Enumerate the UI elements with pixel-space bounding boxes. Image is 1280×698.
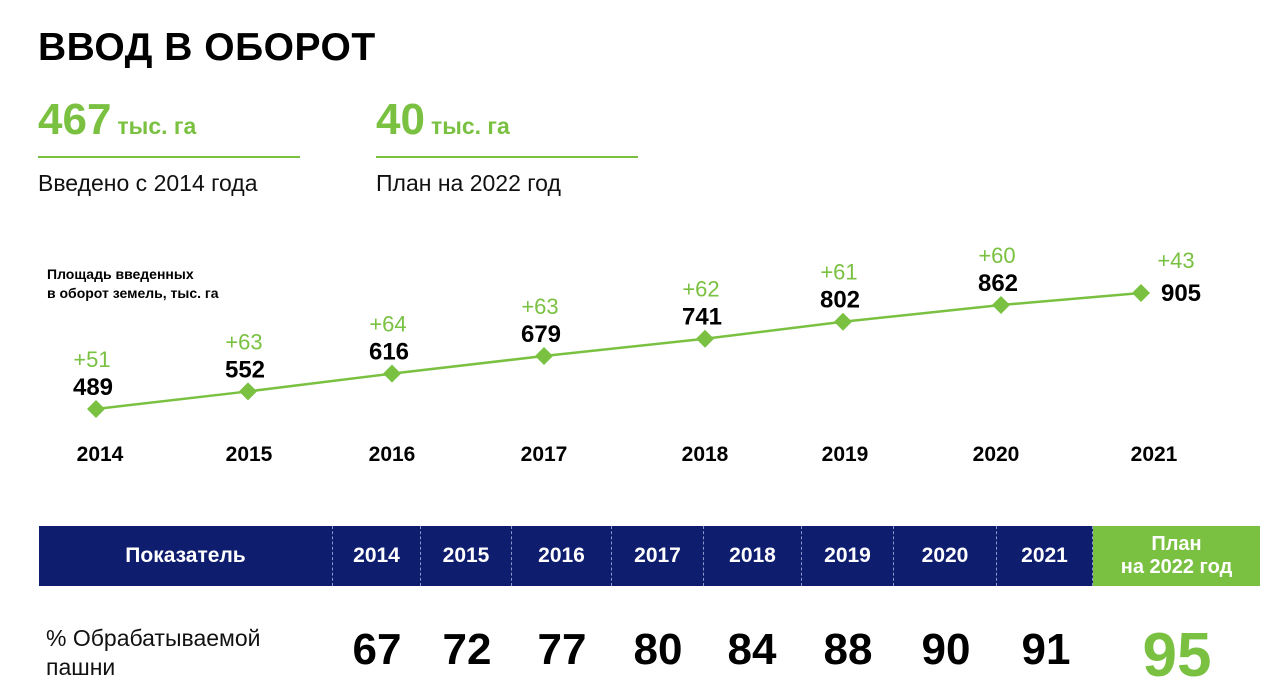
table-cell: 90 <box>921 625 971 674</box>
header-year: 2020 <box>894 526 997 586</box>
kpi-label: Введено с 2014 года <box>38 170 258 196</box>
chart-axis-label: Площадь введенных в оборот земель, тыс. … <box>47 266 219 301</box>
header-year: 2021 <box>997 526 1093 586</box>
series-line <box>95 291 1142 411</box>
kpi-label: План на 2022 год <box>376 170 561 196</box>
data-point <box>87 400 105 418</box>
x-tick-label: 2015 <box>226 443 273 466</box>
x-tick-label: 2020 <box>973 443 1020 466</box>
table-cell: 91 <box>1021 625 1071 674</box>
data-label: 905 <box>1161 280 1201 307</box>
x-tick-label: 2019 <box>822 443 869 466</box>
increment-label: +60 <box>978 243 1015 268</box>
kpi-divider <box>38 156 300 158</box>
table-cell: 84 <box>727 625 777 674</box>
table-cell: 67 <box>352 625 402 674</box>
kpi-divider <box>376 156 638 158</box>
table-cell: 77 <box>537 625 587 674</box>
header-plan: План на 2022 год <box>1093 526 1260 586</box>
table-header: Показатель 2014 2015 2016 2017 2018 2019… <box>39 526 1260 586</box>
row-label: % Обрабатываемой пашни <box>46 625 261 680</box>
increment-label: +61 <box>820 260 857 285</box>
x-tick-label: 2018 <box>682 443 729 466</box>
data-point <box>834 312 852 331</box>
increment-label: +51 <box>73 347 110 372</box>
data-label: 802 <box>820 287 860 314</box>
header-year: 2016 <box>512 526 612 586</box>
increment-label: +62 <box>682 277 719 302</box>
kpi-unit: тыс. га <box>430 113 510 139</box>
header-indicator: Показатель <box>39 526 333 586</box>
data-point <box>992 295 1010 314</box>
kpi-introduced-total: 467 тыс. га Введено с 2014 года <box>38 98 300 197</box>
data-point <box>535 347 553 366</box>
data-point <box>1132 284 1150 302</box>
table-cell: 80 <box>633 625 683 674</box>
table-cell: 72 <box>442 625 492 674</box>
kpi-value: 40 <box>376 95 425 144</box>
table-cell: 88 <box>823 625 873 674</box>
data-point <box>696 329 714 348</box>
header-year: 2017 <box>612 526 704 586</box>
increment-label: +64 <box>369 312 406 337</box>
table-cell-plan: 95 <box>1142 621 1212 690</box>
data-label: 616 <box>369 339 409 366</box>
page-title: ВВОД В ОБОРОТ <box>38 26 376 69</box>
kpi-unit: тыс. га <box>117 113 197 139</box>
x-tick-label: 2021 <box>1131 443 1178 466</box>
x-tick-label: 2016 <box>369 443 416 466</box>
data-label: 552 <box>225 356 265 383</box>
header-year: 2014 <box>333 526 421 586</box>
x-tick-label: 2017 <box>521 443 568 466</box>
data-label: 489 <box>73 374 113 401</box>
data-label: 862 <box>978 270 1018 297</box>
line-chart: 489+51 552+63 616+64 679+63 741+62 802+61 862+… <box>73 243 1201 466</box>
increment-label: +43 <box>1157 248 1194 273</box>
data-label: 741 <box>682 304 722 331</box>
kpi-plan-2022: 40 тыс. га План на 2022 год <box>376 98 638 197</box>
header-year: 2015 <box>421 526 512 586</box>
header-year: 2019 <box>802 526 894 586</box>
header-year: 2018 <box>704 526 802 586</box>
data-point <box>239 382 257 401</box>
increment-label: +63 <box>225 329 262 354</box>
data-point <box>383 364 401 383</box>
data-label: 679 <box>521 321 561 348</box>
x-tick-label: 2014 <box>77 443 124 466</box>
kpi-value: 467 <box>38 95 112 144</box>
increment-label: +63 <box>521 294 558 319</box>
